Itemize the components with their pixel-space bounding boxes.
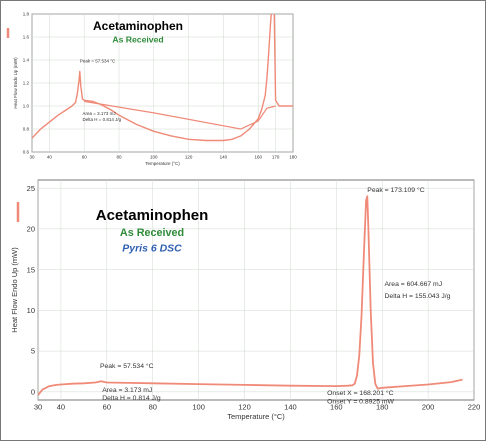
x-tick-label: 80 xyxy=(116,155,122,160)
x-tick-label: 140 xyxy=(284,403,297,412)
x-tick-label: 30 xyxy=(34,403,42,412)
y-tick-label: 20 xyxy=(27,225,35,234)
x-tick-label: 120 xyxy=(185,155,193,160)
baseline-line xyxy=(84,100,276,130)
x-tick-label: 140 xyxy=(220,155,228,160)
x-tick-label: 180 xyxy=(289,155,297,160)
x-tick-label: 60 xyxy=(82,155,88,160)
y-tick-label: 0.6 xyxy=(23,150,30,155)
x-tick-label: 160 xyxy=(254,155,262,160)
y-tick-label: 0 xyxy=(31,387,35,396)
annotation-label: Delta H = 155.043 J/g xyxy=(385,293,451,300)
annotation-label: Delta H = 0.814 J/g xyxy=(82,117,121,122)
annotation-label: Area = 604.667 mJ xyxy=(385,281,443,288)
annotation-label: Onset X = 168.201 °C xyxy=(327,389,393,397)
y-tick-label: 1.4 xyxy=(23,58,30,63)
heat-flow-line xyxy=(32,14,293,142)
chart-title: Acetaminophen xyxy=(96,207,209,224)
bottom-chart: 30 40 60 80 100 120 140 160 180 200 220 0 5 10 15 20 25 T… xyxy=(10,179,481,421)
annotation-label: Area = 3.173 mJ xyxy=(102,387,152,394)
x-tick-label: 60 xyxy=(103,403,111,412)
x-tick-label: 30 xyxy=(29,155,35,160)
chart-title: Acetaminophen xyxy=(93,19,183,33)
annotation-label: Delta H = 0.814 J/g xyxy=(102,395,161,402)
y-tick-label: 1.6 xyxy=(23,35,30,40)
y-tick-label: 1.8 xyxy=(23,12,30,17)
x-tick-label: 100 xyxy=(150,155,158,160)
y-tick-label: 0.8 xyxy=(23,127,30,132)
x-tick-label: 200 xyxy=(422,403,435,412)
chart-instrument-label: Pyris 6 DSC xyxy=(122,243,182,255)
top-chart: 30 40 60 80 100 120 140 160 170 180 0.6 0.8 1.0 1.2 1.… xyxy=(6,12,297,166)
y-tick-label: 1.2 xyxy=(23,81,30,86)
x-axis-label: Temperature (°C) xyxy=(145,161,180,166)
plot-area xyxy=(37,179,475,401)
annotation-label: Area = 3.173 mJ xyxy=(82,111,115,116)
chart-subtitle: As Received xyxy=(120,227,184,239)
x-tick-label: 80 xyxy=(149,403,157,412)
x-tick-label: 180 xyxy=(376,403,389,412)
y-axis-label: Heat Flow Endo Up (mW) xyxy=(13,57,18,109)
x-tick-label: 170 xyxy=(272,155,280,160)
x-tick-label: 40 xyxy=(57,403,65,412)
y-tick-label: 5 xyxy=(31,347,35,356)
chart-subtitle: As Received xyxy=(112,35,163,45)
annotation-label: Peak = 57.534 °C xyxy=(100,362,154,370)
y-axis-label: Heat Flow Endo Up (mW) xyxy=(10,247,19,333)
x-tick-label: 120 xyxy=(238,403,251,412)
x-tick-label: 220 xyxy=(468,403,481,412)
x-tick-label: 160 xyxy=(330,403,343,412)
y-tick-label: 1.0 xyxy=(23,104,30,109)
y-tick-label: 10 xyxy=(27,306,35,315)
annotation-label: Peak = 57.534 °C xyxy=(80,58,116,63)
y-tick-label: 15 xyxy=(27,265,35,274)
annotation-label: Onset Y = 0.8925 mW xyxy=(327,398,394,405)
annotation-label: Peak = 173.109 °C xyxy=(367,186,424,194)
y-tick-label: 25 xyxy=(27,184,35,193)
x-tick-label: 100 xyxy=(192,403,205,412)
x-tick-label: 40 xyxy=(47,155,53,160)
heat-flow-line xyxy=(38,195,463,396)
x-axis-label: Temperature (°C) xyxy=(227,412,285,421)
